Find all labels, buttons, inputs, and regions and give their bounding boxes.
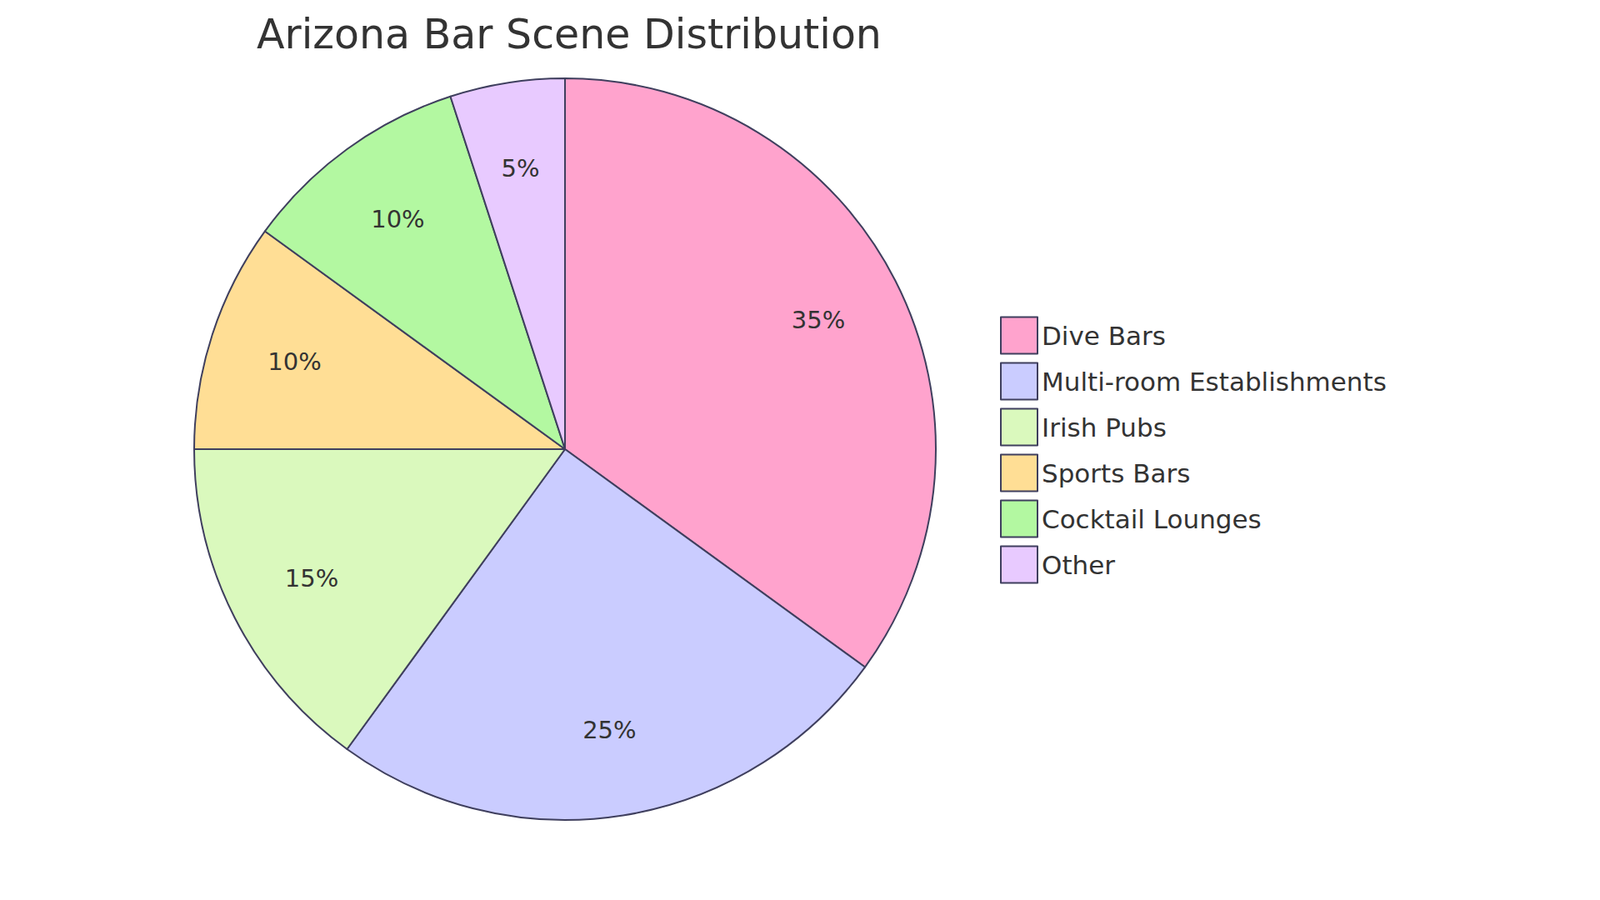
- svg-text:5%: 5%: [501, 154, 540, 183]
- svg-text:Dive Bars: Dive Bars: [1041, 320, 1166, 351]
- svg-text:Multi-room Establishments: Multi-room Establishments: [1041, 366, 1387, 397]
- svg-text:Other: Other: [1041, 550, 1115, 580]
- svg-text:Arizona Bar Scene Distribution: Arizona Bar Scene Distribution: [256, 10, 882, 59]
- svg-text:15%: 15%: [285, 564, 339, 593]
- svg-text:Irish Pubs: Irish Pubs: [1041, 412, 1167, 443]
- svg-text:10%: 10%: [267, 347, 321, 376]
- svg-text:35%: 35%: [791, 305, 845, 335]
- svg-text:Sports Bars: Sports Bars: [1041, 458, 1190, 489]
- svg-text:Cocktail Lounges: Cocktail Lounges: [1041, 504, 1262, 535]
- svg-text:10%: 10%: [370, 205, 425, 234]
- svg-text:25%: 25%: [582, 715, 636, 745]
